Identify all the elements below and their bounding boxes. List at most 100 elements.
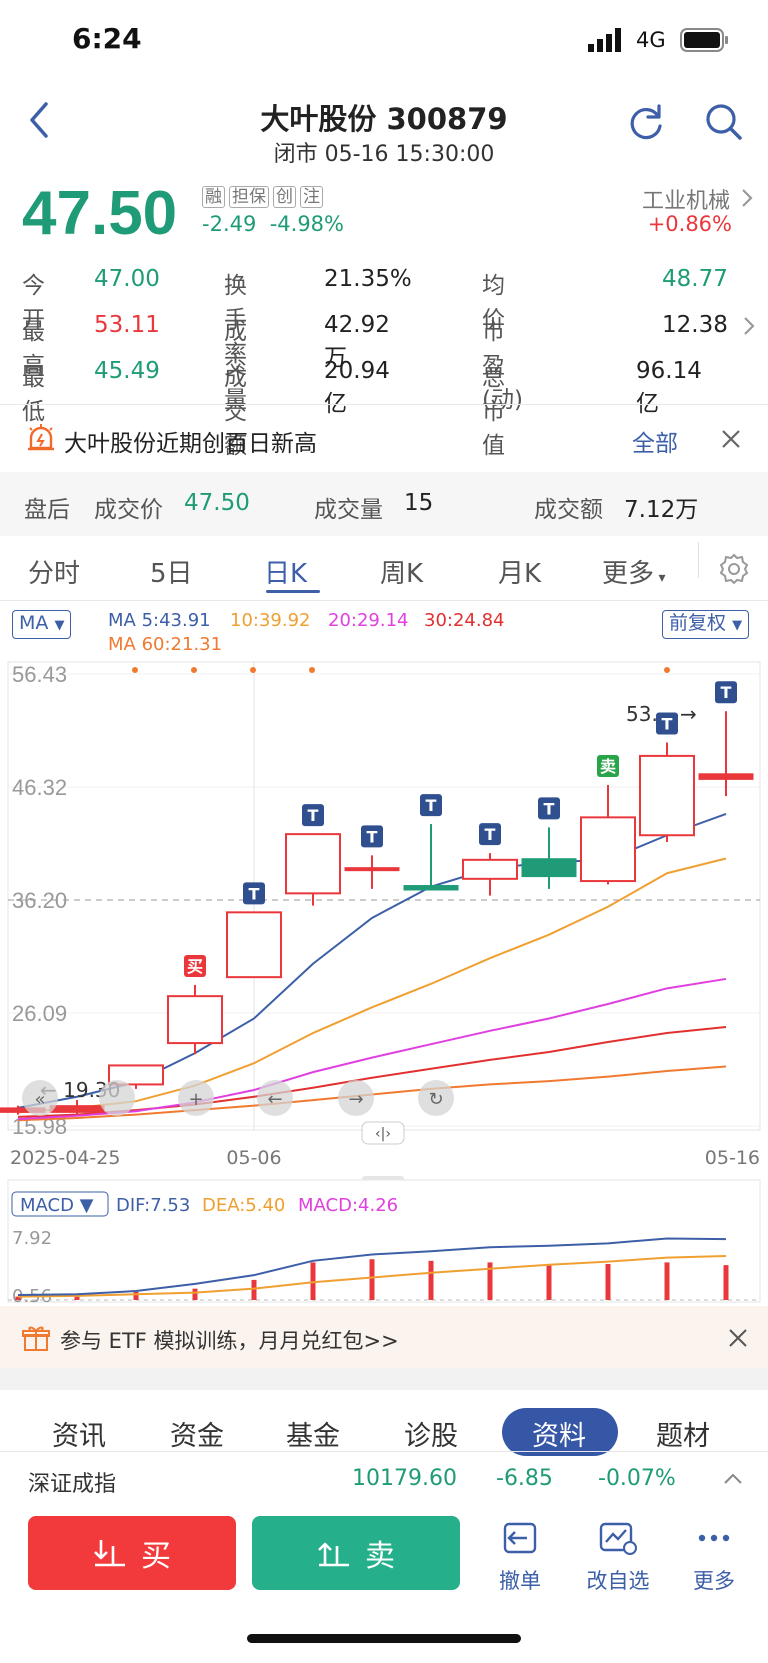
pe-chevron-icon[interactable] — [742, 314, 756, 342]
expand-up-icon[interactable] — [722, 1470, 744, 1490]
cancel-order-button[interactable]: 撤单 — [480, 1520, 560, 1595]
adjust-selector[interactable]: 前复权 ▼ — [662, 610, 750, 639]
ma-selector[interactable]: MA ▼ — [12, 610, 72, 639]
candle-body — [580, 816, 636, 883]
macd-bar — [428, 1260, 434, 1300]
tab-themes[interactable]: 题材 — [656, 1421, 710, 1452]
macd-selector-label: MACD ▼ — [20, 1195, 94, 1216]
x-tick-label: 2025-04-25 — [10, 1147, 120, 1169]
refresh-icon[interactable] — [626, 102, 666, 146]
after-vol-label: 成交量 — [314, 497, 383, 523]
settings-gear-icon[interactable] — [718, 553, 750, 589]
macd-bar — [310, 1262, 316, 1300]
alert-icon — [26, 422, 56, 456]
current-price: 47.50 — [22, 179, 178, 248]
macd-tick-label: 7.92 — [12, 1228, 52, 1249]
edit-watchlist-button[interactable]: 改自选 — [578, 1520, 658, 1595]
macd-dif-line — [17, 1237, 727, 1297]
promo-banner[interactable] — [0, 1306, 768, 1368]
stat-turnover: 21.35% — [324, 266, 412, 292]
candle-body — [521, 858, 577, 878]
sell-button[interactable]: 卖 — [252, 1516, 460, 1590]
tab-news[interactable]: 资讯 — [52, 1421, 106, 1452]
trade-mark-label: T — [485, 825, 496, 844]
tab-funds[interactable]: 基金 — [286, 1421, 340, 1452]
stock-tags: 融担保创注 — [202, 186, 327, 208]
max-price-marker: 53. — [626, 702, 658, 726]
ma-selector-label: MA — [19, 612, 49, 634]
banner-text[interactable]: 参与 ETF 模拟训练，月月兑红包>> — [60, 1329, 399, 1353]
notice-text[interactable]: 大叶股份近期创百日新高 — [64, 431, 317, 457]
index-name[interactable]: 深证成指 — [28, 1472, 117, 1497]
event-dot — [250, 667, 256, 673]
macd-bar — [74, 1296, 80, 1300]
after-hours-label: 盘后 — [24, 497, 70, 523]
tab-weekly-k[interactable]: 周K — [380, 559, 424, 589]
divider — [698, 542, 699, 578]
price-change: -2.49 -4.98% — [202, 212, 344, 236]
event-dot — [132, 667, 138, 673]
trade-mark-label: T — [367, 827, 378, 846]
tab-profile[interactable]: 资料 — [532, 1421, 586, 1452]
ma10-value: 10:39.92 — [230, 610, 311, 631]
stat-volume: 42.92万 — [324, 312, 390, 371]
tab-monthly-k[interactable]: 月K — [498, 559, 542, 589]
y-tick-label: 56.43 — [12, 662, 67, 687]
sector-chevron-icon[interactable] — [740, 186, 754, 214]
trade-mark-label: T — [249, 884, 260, 903]
close-icon[interactable] — [720, 428, 742, 454]
tag-registration: 注 — [300, 186, 323, 208]
candle-body — [344, 867, 400, 872]
index-pct: -0.07% — [598, 1466, 676, 1491]
macd-bar — [664, 1262, 670, 1300]
chart-control-icon: « — [34, 1089, 45, 1110]
macd-bar — [487, 1262, 493, 1300]
banner-close-icon[interactable] — [728, 1328, 748, 1352]
chart-control-icon: + — [188, 1089, 203, 1110]
chart-control-button — [418, 1080, 454, 1116]
back-icon[interactable] — [26, 100, 52, 144]
ma20-value: 20:29.14 — [328, 610, 409, 631]
tab-more[interactable]: 更多 ▾ — [602, 553, 666, 590]
tab-5day[interactable]: 5日 — [150, 559, 193, 589]
max-arrow-icon: → — [680, 702, 697, 726]
stat-label[interactable]: 市盈(动) — [482, 319, 523, 413]
macd-bar — [369, 1259, 375, 1300]
tab-intraday[interactable]: 分时 — [28, 559, 81, 589]
trade-mark-label: T — [308, 806, 319, 825]
trade-mark-label: 卖 — [600, 757, 616, 776]
trade-mark-badge — [597, 754, 619, 777]
tab-diagnosis[interactable]: 诊股 — [404, 1421, 458, 1452]
cancel-order-label: 撤单 — [499, 1569, 541, 1593]
x-tick-label: 05-06 — [226, 1147, 281, 1169]
tab-funds-flow[interactable]: 资金 — [170, 1421, 224, 1452]
stat-amount: 20.94亿 — [324, 358, 390, 417]
ma20-line — [17, 977, 727, 1121]
tab-daily-k[interactable]: 日K — [264, 559, 308, 589]
after-amount-label: 成交额 — [534, 497, 603, 523]
stat-high: 53.11 — [94, 312, 160, 338]
dropdown-caret-icon: ▼ — [732, 618, 743, 633]
sector-name[interactable]: 工业机械 — [641, 189, 730, 214]
tag-margin: 融 — [202, 186, 225, 208]
divider — [0, 600, 768, 601]
macd-dea-line — [17, 1255, 727, 1298]
y-tick-label: 46.32 — [12, 775, 67, 800]
more-actions-button[interactable]: 更多 — [674, 1520, 754, 1595]
edit-watchlist-label: 改自选 — [586, 1569, 650, 1593]
search-icon[interactable] — [704, 102, 744, 146]
ma30-value: 30:24.84 — [424, 610, 505, 631]
buy-button[interactable]: 买 — [28, 1516, 236, 1590]
trade-mark-label: T — [544, 799, 555, 818]
chart-control-icon: ↻ — [428, 1089, 443, 1110]
change-pct: -4.98% — [269, 212, 344, 236]
candle-body — [285, 833, 341, 895]
chart-control-button — [338, 1080, 374, 1116]
page-title: 大叶股份 300879 — [260, 102, 508, 136]
candle-body — [462, 858, 518, 880]
notice-all-link[interactable]: 全部 — [632, 431, 678, 457]
divider — [0, 1451, 768, 1452]
trade-mark-badge — [184, 954, 206, 977]
macd-bar — [15, 1296, 21, 1300]
